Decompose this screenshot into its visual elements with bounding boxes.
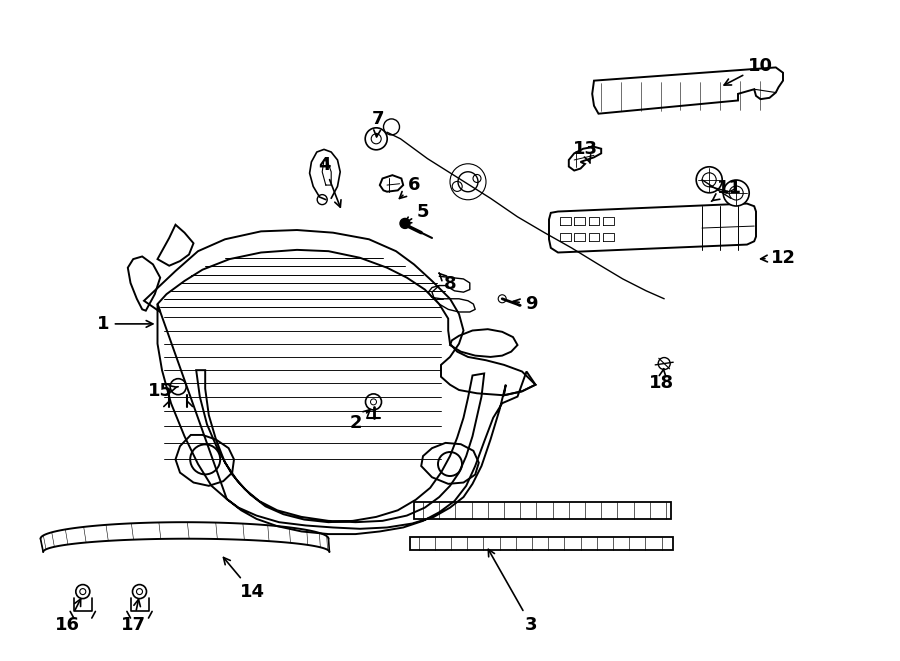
Circle shape [724, 180, 749, 206]
Text: 2: 2 [349, 410, 370, 432]
Text: 14: 14 [223, 557, 265, 601]
Text: 7: 7 [372, 110, 384, 137]
Text: 9: 9 [513, 295, 537, 313]
Text: 5: 5 [404, 202, 429, 223]
Text: 13: 13 [572, 139, 598, 163]
Text: 3: 3 [489, 549, 537, 634]
Text: 12: 12 [760, 249, 796, 267]
Text: 4: 4 [318, 156, 341, 207]
Text: 8: 8 [439, 273, 456, 293]
Text: 1: 1 [97, 315, 153, 333]
Circle shape [697, 167, 722, 193]
Text: 6: 6 [400, 176, 420, 198]
Text: 17: 17 [121, 600, 146, 634]
Circle shape [400, 218, 410, 229]
Text: 16: 16 [55, 599, 81, 634]
Text: 10: 10 [724, 57, 773, 85]
Text: 15: 15 [148, 382, 178, 401]
Text: 18: 18 [649, 369, 674, 393]
Text: 11: 11 [711, 179, 742, 202]
